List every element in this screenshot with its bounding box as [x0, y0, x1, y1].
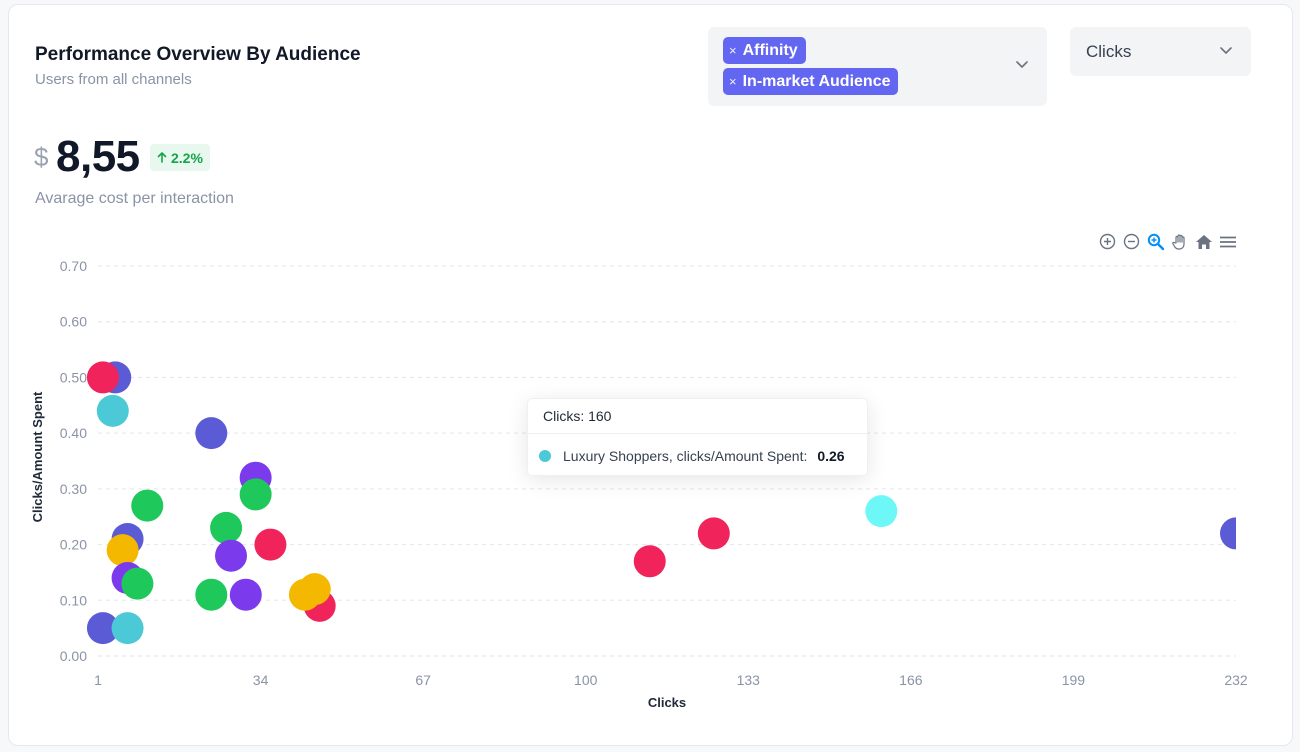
scatter-point[interactable] — [697, 517, 730, 550]
y-tick-label: 0.00 — [60, 648, 87, 664]
scatter-point[interactable] — [633, 545, 666, 578]
scatter-point[interactable] — [111, 612, 144, 645]
reset-home-icon[interactable] — [1194, 232, 1213, 251]
scatter-point[interactable] — [106, 534, 139, 567]
audience-tag-label: In-market Audience — [742, 72, 891, 90]
scatter-point[interactable] — [195, 417, 228, 450]
page-title: Performance Overview By Audience — [35, 44, 361, 65]
chart-points — [86, 361, 1252, 645]
zoom-out-icon[interactable] — [1122, 232, 1141, 251]
audience-tag-label: Affinity — [742, 41, 798, 59]
chevron-down-icon[interactable] — [1219, 43, 1233, 62]
kpi-delta-badge: 2.2% — [150, 144, 210, 171]
series-marker — [539, 450, 551, 462]
x-tick-label: 100 — [574, 672, 598, 688]
kpi-currency: $ — [34, 142, 49, 172]
tooltip-row: Luxury Shoppers, clicks/Amount Spent: 0.… — [539, 448, 845, 464]
y-tick-label: 0.10 — [60, 592, 87, 608]
y-tick-label: 0.70 — [60, 258, 87, 274]
selection-zoom-icon[interactable] — [1146, 232, 1165, 251]
scatter-point[interactable] — [96, 394, 129, 427]
scatter-point[interactable] — [131, 489, 164, 522]
metric-select-value: Clicks — [1086, 42, 1132, 61]
x-tick-label: 34 — [253, 672, 269, 688]
kpi-value: 8,55 — [56, 132, 140, 181]
arrow-up-icon — [157, 150, 167, 166]
scatter-point[interactable] — [254, 528, 287, 561]
zoom-in-icon[interactable] — [1098, 232, 1117, 251]
y-tick-label: 0.40 — [60, 425, 87, 441]
x-axis-title: Clicks — [648, 695, 686, 710]
x-axis: 1 34 67 100 133 166 199 232 — [94, 672, 1248, 688]
page-subtitle: Users from all channels — [35, 71, 192, 88]
scatter-point[interactable] — [195, 578, 228, 611]
tooltip-header: Clicks: 160 — [528, 399, 867, 434]
y-axis: 0.00 0.10 0.20 0.30 0.40 0.50 0.60 0.70 — [60, 258, 87, 664]
remove-tag-icon[interactable]: × — [729, 43, 737, 58]
x-tick-label: 199 — [1062, 672, 1086, 688]
chart-toolbar — [1098, 232, 1237, 251]
x-tick-label: 232 — [1224, 672, 1248, 688]
y-tick-label: 0.30 — [60, 481, 87, 497]
menu-icon[interactable] — [1218, 232, 1237, 251]
x-tick-label: 133 — [737, 672, 761, 688]
x-tick-label: 67 — [415, 672, 431, 688]
x-tick-label: 166 — [899, 672, 923, 688]
scatter-point[interactable] — [210, 511, 243, 544]
scatter-point[interactable] — [865, 495, 898, 528]
scatter-point[interactable] — [215, 539, 248, 572]
y-tick-label: 0.20 — [60, 537, 87, 553]
y-axis-title: Clicks/Amount Spent — [30, 391, 45, 522]
y-tick-label: 0.50 — [60, 369, 87, 385]
x-tick-label: 1 — [94, 672, 102, 688]
scatter-point[interactable] — [229, 578, 262, 611]
scatter-point[interactable] — [86, 361, 119, 394]
audience-multiselect[interactable]: × Affinity × In-market Audience — [708, 27, 1047, 106]
scatter-point[interactable] — [121, 567, 154, 600]
audience-tag-in-market: × In-market Audience — [723, 68, 899, 95]
kpi-caption: Avarage cost per interaction — [35, 190, 234, 207]
scatter-point[interactable] — [298, 573, 331, 606]
chevron-down-icon[interactable] — [1015, 57, 1029, 76]
audience-tag-affinity: × Affinity — [723, 37, 806, 64]
pan-hand-icon[interactable] — [1170, 232, 1189, 251]
performance-card — [8, 4, 1293, 746]
chart-tooltip: Clicks: 160 Luxury Shoppers, clicks/Amou… — [527, 398, 868, 476]
y-tick-label: 0.60 — [60, 314, 87, 330]
scatter-point[interactable] — [1220, 517, 1252, 550]
remove-tag-icon[interactable]: × — [729, 74, 737, 89]
tooltip-value: 0.26 — [817, 448, 845, 464]
kpi-delta-value: 2.2% — [171, 149, 203, 166]
scatter-point[interactable] — [239, 478, 272, 511]
tooltip-series-label: Luxury Shoppers, clicks/Amount Spent: — [563, 448, 808, 464]
metric-select[interactable]: Clicks — [1070, 27, 1251, 76]
scatter-point[interactable] — [86, 612, 119, 645]
